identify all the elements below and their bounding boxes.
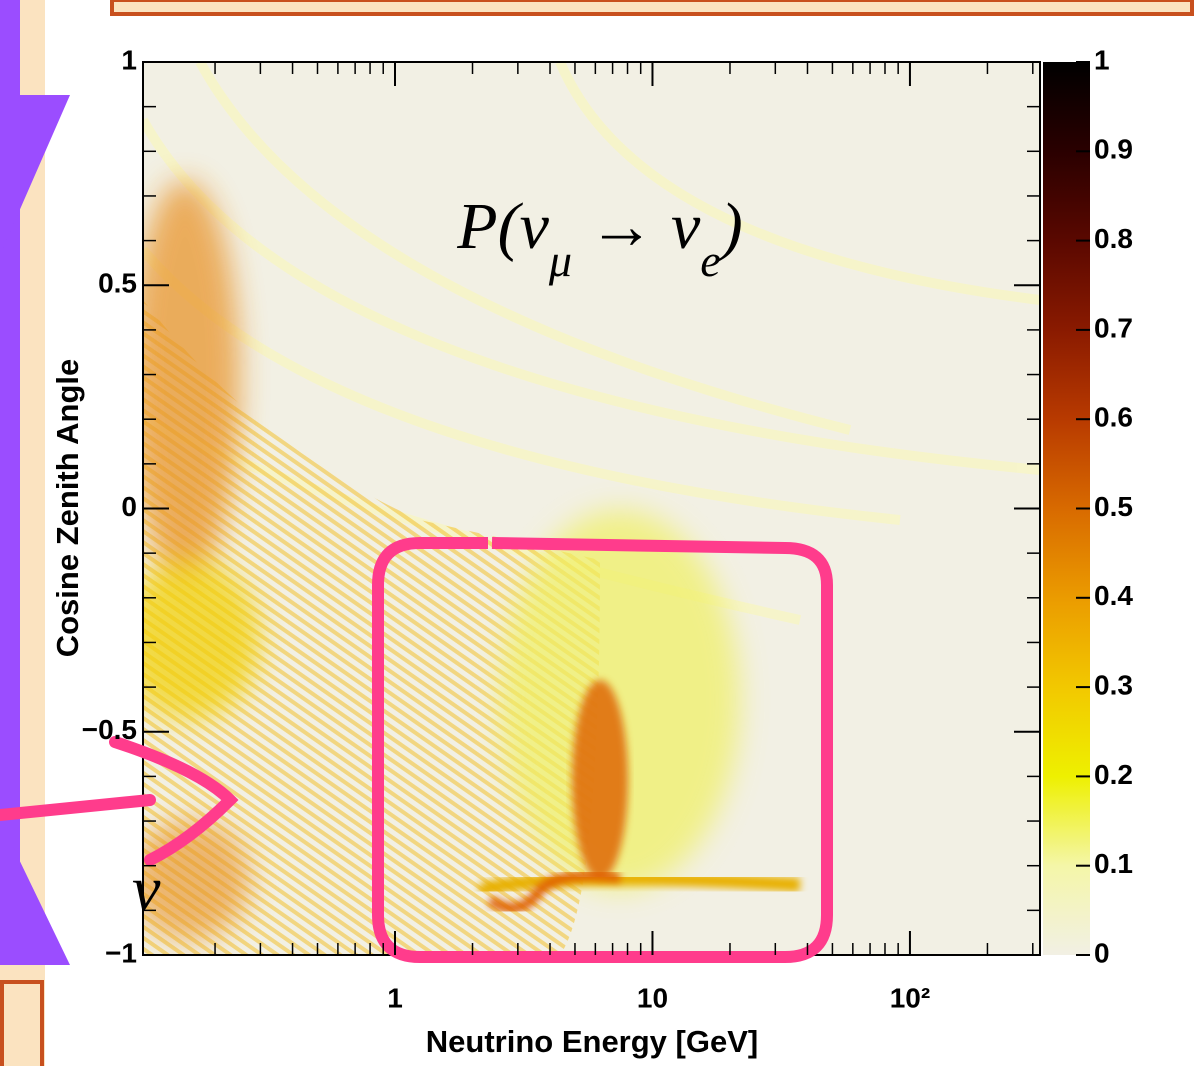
colorbar-tick-label: 0.6 <box>1094 402 1133 433</box>
formula-subscript: e <box>700 235 720 286</box>
y-axis-label: Cosine Zenith Angle <box>50 359 85 658</box>
colorbar-tick-label: 0.3 <box>1094 669 1133 700</box>
top-box <box>110 0 1194 16</box>
arrow <box>0 736 239 866</box>
x-tick-label: 10 <box>637 982 668 1013</box>
y-tick-label: 1 <box>121 44 137 75</box>
colorbar-tick-label: 0.1 <box>1094 848 1133 879</box>
colorbar-tick-label: 0.4 <box>1094 580 1133 611</box>
purple-shape <box>0 95 70 255</box>
annotation: ν <box>132 853 161 924</box>
x-tick-label: 10² <box>890 982 930 1013</box>
formula-part: P(ν <box>456 190 549 263</box>
colorbar-tick-label: 0.5 <box>1094 491 1133 522</box>
colorbar-tick-label: 0.7 <box>1094 312 1133 343</box>
heatmap-image <box>143 62 1040 955</box>
colorbar-tick-label: 0.9 <box>1094 134 1133 165</box>
y-tick-label: −1 <box>105 937 137 968</box>
formula-subscript: μ <box>548 235 572 286</box>
y-tick-label: 0.5 <box>98 268 137 299</box>
y-tick-label: 0 <box>121 491 137 522</box>
bottom-box <box>0 980 44 1066</box>
x-tick-label: 1 <box>387 982 403 1013</box>
x-axis-label: Neutrino Energy [GeV] <box>426 1024 758 1059</box>
colorbar-tick-label: 0.2 <box>1094 759 1133 790</box>
purple-shape <box>0 820 70 965</box>
formula: P(νμ → νe) <box>456 190 742 286</box>
formula-part: ) <box>717 190 743 263</box>
y-tick-label: −0.5 <box>82 714 137 745</box>
colorbar-tick-label: 1 <box>1094 44 1110 75</box>
formula-part: → ν <box>572 190 701 263</box>
colorbar-tick-label: 0.8 <box>1094 223 1133 254</box>
colorbar-tick-label: 0 <box>1094 937 1110 968</box>
highlight-box <box>372 537 833 963</box>
